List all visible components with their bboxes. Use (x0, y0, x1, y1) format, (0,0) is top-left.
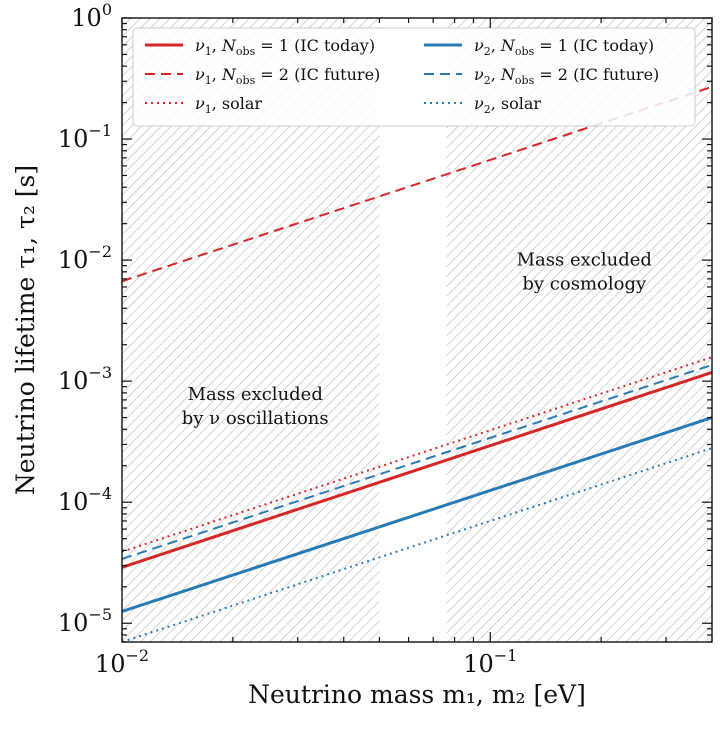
legend-label-2: ν1, Nobs = 2 (IC future) (195, 65, 380, 87)
series-line-5 (122, 447, 712, 642)
plot-frame (121, 17, 713, 643)
legend-label-4: ν1, solar (195, 94, 262, 116)
legend: ν1, Nobs = 1 (IC today) ν2, Nobs = 1 (IC … (132, 27, 696, 127)
y-tick-label-2: 10−3 (58, 363, 112, 395)
x-tick-label-0: 10−2 (95, 646, 149, 678)
series-lines (122, 85, 712, 642)
legend-label-5: ν2, solar (474, 94, 541, 116)
y-tick-label-1: 10−4 (58, 484, 112, 516)
axes (121, 17, 713, 643)
y-axis-title: Neutrino lifetime τ₁, τ₂ [s] (11, 165, 40, 495)
annotation-cosmology-line-0: Mass excluded (517, 250, 652, 271)
series-line-2 (122, 356, 712, 553)
legend-label-3: ν2, Nobs = 2 (IC future) (474, 65, 659, 87)
annotation-cosmology-line-1: by cosmology (522, 274, 647, 295)
tick-labels: 10−2 10−1 10−5 10−4 10−3 10−2 10−1 100 (58, 0, 517, 678)
series-line-0 (122, 370, 712, 569)
series-line-4 (122, 364, 712, 560)
y-tick-label-5: 100 (71, 0, 112, 32)
x-tick-label-1: 10−1 (463, 646, 517, 678)
x-axis-title: Neutrino mass m₁, m₂ [eV] (248, 680, 586, 709)
annotation-oscillations-line-0: Mass excluded (188, 384, 323, 405)
annotation-oscillations-line-1: by ν oscillations (182, 408, 329, 429)
y-tick-label-4: 10−1 (58, 121, 112, 153)
y-tick-label-0: 10−5 (58, 605, 112, 637)
legend-label-1: ν2, Nobs = 1 (IC today) (474, 36, 654, 58)
legend-label-0: ν1, Nobs = 1 (IC today) (195, 36, 375, 58)
axis-titles: Neutrino mass m₁, m₂ [eV] Neutrino lifeti… (11, 165, 586, 709)
region-annotations: Mass excluded by ν oscillations Mass exclu… (182, 250, 652, 429)
legend-box (132, 27, 696, 127)
series-line-3 (122, 416, 712, 613)
y-tick-label-3: 10−2 (58, 242, 112, 274)
